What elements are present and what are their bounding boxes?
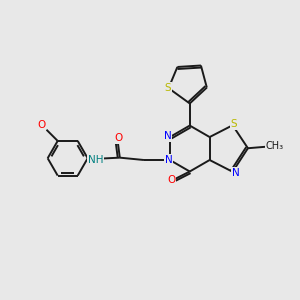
- Text: O: O: [167, 175, 175, 185]
- Text: O: O: [37, 120, 45, 130]
- Text: N: N: [164, 131, 171, 141]
- Text: N: N: [232, 168, 239, 178]
- Text: O: O: [38, 120, 45, 130]
- Text: S: S: [164, 82, 171, 93]
- Text: NH: NH: [88, 155, 103, 165]
- Text: CH₃: CH₃: [266, 141, 284, 151]
- Text: N: N: [165, 155, 172, 165]
- Text: S: S: [230, 119, 237, 129]
- Text: O: O: [115, 133, 123, 143]
